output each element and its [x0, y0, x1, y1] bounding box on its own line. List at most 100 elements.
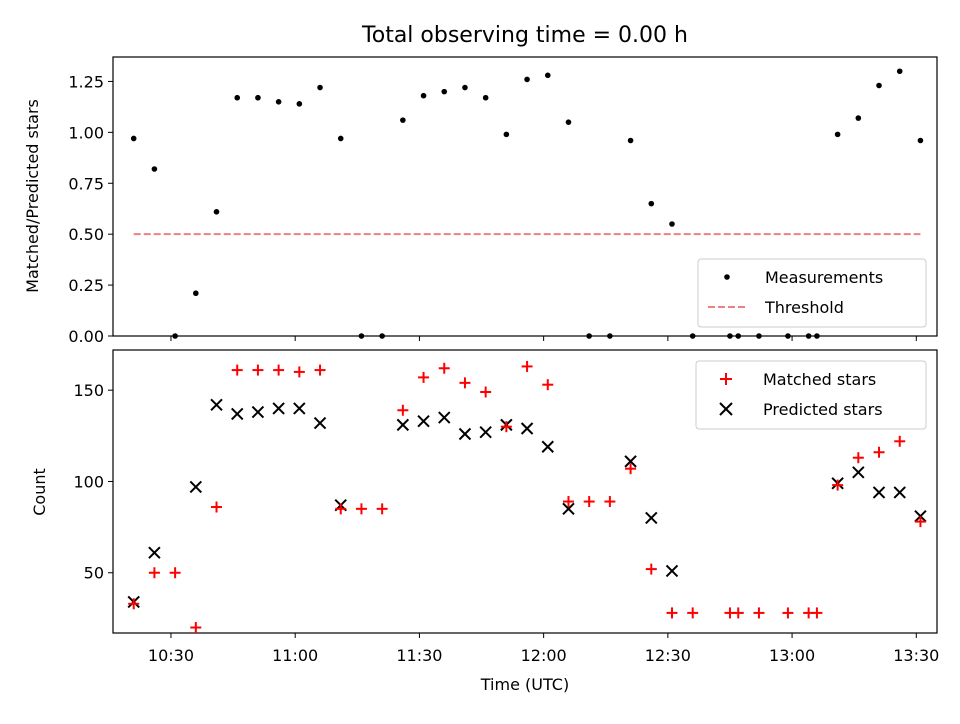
matched-point: [314, 364, 326, 376]
bottom-x-ticks: 10:30 11:00 11:30 12:00 12:30 13:00 13:30: [148, 633, 939, 665]
matched-point: [873, 446, 885, 458]
measurement-point: [213, 208, 220, 215]
measurement-point: [607, 333, 613, 339]
predicted-point: [872, 486, 886, 499]
measurement-point: [358, 333, 365, 339]
predicted-point: [852, 466, 865, 479]
measurement-point: [735, 333, 742, 339]
measurement-point: [151, 166, 158, 172]
predicted-point: [251, 405, 265, 419]
matched-point: [542, 379, 554, 391]
matched-point: [190, 622, 202, 634]
measurement-point: [896, 68, 903, 75]
measurement-point: [544, 72, 551, 79]
predicted-point: [562, 502, 575, 516]
matched-point: [753, 607, 765, 619]
matched-point: [852, 452, 864, 464]
measurement-point: [130, 135, 137, 142]
top-x-ticks: [170, 336, 917, 341]
measurement-point: [379, 333, 385, 339]
x-tick-label: 12:00: [521, 646, 567, 665]
top-y-tick-label: 0.75: [68, 174, 104, 193]
matched-point: [128, 598, 140, 610]
matched-point: [418, 371, 430, 383]
matched-point: [397, 404, 409, 416]
chart-title: Total observing time = 0.00 h: [361, 23, 688, 48]
matched-point: [169, 567, 181, 579]
predicted-point: [520, 422, 534, 435]
matched-point: [914, 516, 926, 528]
top-panel: Total observing time = 0.00 h 0.000.250.…: [23, 23, 938, 346]
top-y-tick-label: 0.50: [68, 225, 104, 244]
matched-point: [645, 563, 657, 575]
measurement-point: [756, 333, 762, 339]
measurement-point: [255, 94, 261, 101]
measurement-point: [275, 99, 282, 105]
predicted-point: [541, 440, 554, 453]
predicted-point: [189, 480, 203, 494]
measurement-point: [234, 94, 241, 101]
matched-point: [459, 377, 471, 389]
measurement-point: [805, 333, 812, 339]
matched-point: [811, 607, 823, 619]
measurement-point: [441, 88, 448, 95]
measurement-point: [400, 117, 406, 123]
legend-marker-matched: [720, 373, 732, 385]
matched-point: [832, 479, 844, 491]
predicted-point: [210, 398, 223, 411]
measurement-point: [834, 131, 841, 138]
matched-point: [521, 360, 533, 372]
matched-point: [376, 503, 388, 515]
measurement-point: [648, 200, 655, 207]
x-tick-label: 11:00: [272, 646, 318, 665]
predicted-point: [313, 416, 327, 430]
measurement-point: [193, 290, 199, 297]
bottom-y-tick-label: 50: [84, 564, 104, 583]
measurement-point: [462, 84, 468, 91]
legend-marker-predicted: [719, 402, 733, 416]
top-y-ticks: 0.00 0.25 0.50 0.75 1.00 1.25: [68, 72, 113, 346]
legend-marker-measurements: [724, 274, 730, 280]
x-tick-label: 10:30: [148, 646, 194, 665]
legend-label-measurements: Measurements: [765, 268, 883, 287]
measurement-point: [917, 137, 924, 144]
matched-point: [293, 366, 305, 378]
matched-point: [562, 496, 574, 508]
matched-point: [355, 503, 367, 515]
matched-point: [732, 607, 744, 619]
predicted-point: [665, 564, 679, 578]
legend-label-predicted: Predicted stars: [763, 400, 883, 419]
x-axis-label: Time (UTC): [480, 675, 569, 694]
top-y-tick-label: 1.00: [68, 123, 104, 142]
legend-label-matched: Matched stars: [763, 370, 876, 389]
matched-point: [252, 364, 264, 376]
matched-point: [148, 567, 160, 579]
matched-point: [666, 607, 678, 619]
bottom-plot-area: [112, 349, 938, 634]
measurement-point: [337, 135, 344, 142]
predicted-point: [417, 414, 430, 428]
predicted-point: [893, 486, 906, 499]
matched-point: [500, 421, 512, 433]
measurement-point: [855, 115, 862, 121]
matched-point: [604, 496, 616, 508]
matched-point: [480, 386, 492, 398]
top-y-tick-label: 1.25: [68, 72, 104, 91]
predicted-point: [231, 407, 244, 421]
legend-label-threshold: Threshold: [764, 298, 844, 317]
measurement-point: [524, 76, 530, 83]
measurement-point: [689, 333, 696, 339]
x-tick-label: 13:00: [769, 646, 815, 665]
matched-point: [782, 607, 794, 619]
bottom-y-tick-label: 150: [73, 381, 104, 400]
bottom-y-ticks: 50 100 150: [73, 381, 113, 583]
matched-point: [687, 607, 699, 619]
matched-point: [211, 501, 223, 513]
predicted-point: [624, 455, 637, 468]
measurement-point: [627, 137, 634, 144]
measurement-point: [420, 92, 427, 99]
matched-point: [438, 362, 450, 374]
matched-point: [625, 463, 637, 475]
